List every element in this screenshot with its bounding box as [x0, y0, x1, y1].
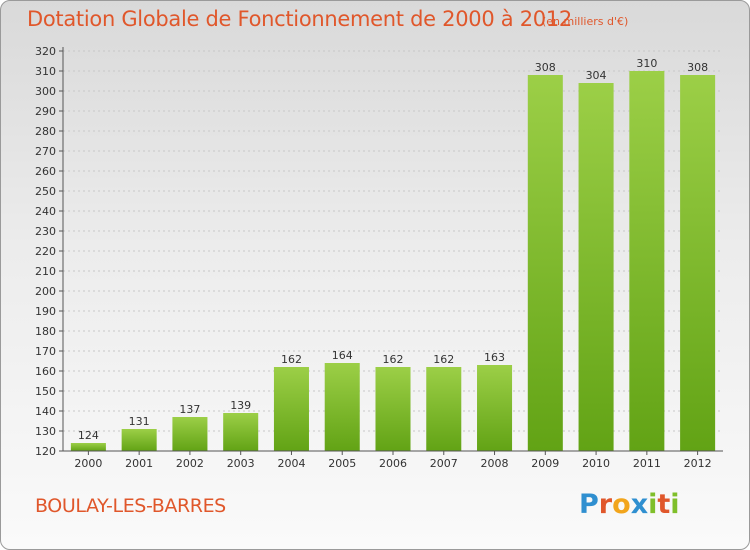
value-label-2011: 310: [636, 57, 657, 70]
logo-letter: i: [648, 489, 658, 520]
y-tick-label: 220: [35, 245, 56, 258]
y-tick-label: 170: [35, 345, 56, 358]
bar-2000: [70, 443, 106, 451]
bar-2002: [172, 417, 208, 451]
logo-letter: o: [612, 489, 631, 520]
x-tick-label-2003: 2003: [227, 457, 255, 470]
axes: [59, 47, 723, 455]
value-label-2001: 131: [129, 415, 150, 428]
bar-2001: [121, 429, 157, 451]
x-tick-label-2001: 2001: [125, 457, 153, 470]
bar-2007: [426, 367, 462, 451]
logo-letter: r: [598, 489, 613, 520]
value-label-2008: 163: [484, 351, 505, 364]
value-label-2000: 124: [78, 429, 99, 442]
bar-2010: [578, 83, 614, 451]
bar-2009: [527, 75, 563, 451]
x-tick-label-2002: 2002: [176, 457, 204, 470]
y-tick-label: 120: [35, 445, 56, 458]
y-tick-label: 180: [35, 325, 56, 338]
x-tick-label-2000: 2000: [74, 457, 102, 470]
logo-letter: P: [579, 489, 599, 520]
x-tick-label-2008: 2008: [481, 457, 509, 470]
x-tick-label-2011: 2011: [633, 457, 661, 470]
y-tick-label: 250: [35, 185, 56, 198]
value-label-2012: 308: [687, 61, 708, 74]
proxiti-logo: Proxiti: [579, 489, 680, 520]
value-label-2004: 162: [281, 353, 302, 366]
y-tick-label: 320: [35, 45, 56, 58]
logo-letter: t: [657, 489, 671, 520]
bar-2012: [680, 75, 716, 451]
x-tick-label-2012: 2012: [684, 457, 712, 470]
y-tick-label: 300: [35, 85, 56, 98]
value-label-2006: 162: [383, 353, 404, 366]
y-tick-label: 150: [35, 385, 56, 398]
value-label-2009: 308: [535, 61, 556, 74]
chart-title: Dotation Globale de Fonctionnement de 20…: [27, 7, 572, 31]
bar-2003: [223, 413, 259, 451]
chart-unit-note: (en milliers d'€): [542, 15, 629, 28]
labels: 120 130 140 150 160 170 180 190 200 210 220 230 240 2…: [35, 45, 712, 470]
x-tick-label-2004: 2004: [277, 457, 305, 470]
logo-letter: x: [630, 489, 649, 520]
y-tick-label: 260: [35, 165, 56, 178]
x-tick-label-2007: 2007: [430, 457, 458, 470]
bar-2005: [324, 363, 360, 451]
logo-letter: i: [670, 489, 680, 520]
value-label-2010: 304: [586, 69, 607, 82]
value-label-2003: 139: [230, 399, 251, 412]
y-tick-label: 270: [35, 145, 56, 158]
x-tick-label-2010: 2010: [582, 457, 610, 470]
x-tick-label-2009: 2009: [531, 457, 559, 470]
bar-2004: [273, 367, 309, 451]
y-tick-label: 290: [35, 105, 56, 118]
bars: [70, 71, 716, 451]
y-tick-label: 230: [35, 225, 56, 238]
bar-2006: [375, 367, 411, 451]
y-tick-label: 130: [35, 425, 56, 438]
x-tick-label-2006: 2006: [379, 457, 407, 470]
value-label-2007: 162: [433, 353, 454, 366]
y-tick-label: 310: [35, 65, 56, 78]
value-label-2002: 137: [179, 403, 200, 416]
y-tick-label: 280: [35, 125, 56, 138]
y-tick-label: 240: [35, 205, 56, 218]
bar-2011: [629, 71, 665, 451]
value-label-2005: 164: [332, 349, 353, 362]
y-tick-label: 210: [35, 265, 56, 278]
commune-name: BOULAY-LES-BARRES: [35, 495, 226, 517]
bar-2008: [477, 365, 513, 451]
x-tick-label-2005: 2005: [328, 457, 356, 470]
y-tick-label: 190: [35, 305, 56, 318]
y-tick-label: 200: [35, 285, 56, 298]
y-tick-label: 160: [35, 365, 56, 378]
y-tick-label: 140: [35, 405, 56, 418]
